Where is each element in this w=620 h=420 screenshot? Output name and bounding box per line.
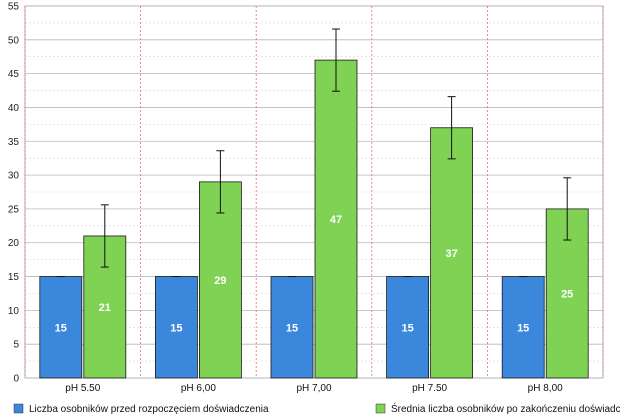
bar-value-label: 15: [286, 322, 298, 334]
y-tick-label: 20: [8, 238, 20, 249]
legend-swatch-before: [13, 403, 24, 414]
y-tick-label: 30: [8, 171, 20, 182]
bar-value-label: 29: [214, 275, 226, 287]
bars: 15 21 15 29 15 47 15 37 15 25: [39, 28, 589, 379]
y-axis: 0 5 10 15 20 25 30 35 40 45 50 55: [8, 2, 20, 385]
bar-before: [270, 276, 314, 379]
y-tick-label: 10: [8, 306, 20, 317]
legend-swatch-after: [375, 403, 386, 414]
y-tick-label: 50: [8, 35, 20, 46]
y-tick-label: 5: [13, 340, 19, 351]
bar-value-label: 47: [330, 214, 342, 226]
x-tick-label: pH 7.50: [412, 383, 447, 394]
bar-value-label: 37: [445, 248, 457, 260]
bar-value-label: 21: [99, 302, 111, 314]
bar-value-label: 15: [517, 322, 529, 334]
bar-value-label: 25: [561, 288, 573, 300]
y-tick-label: 40: [8, 103, 20, 114]
x-tick-label: pH 6,00: [181, 383, 216, 394]
bar-before: [39, 276, 83, 379]
y-tick-label: 15: [8, 272, 20, 283]
bar-value-label: 15: [55, 322, 67, 334]
bar-after: [430, 127, 474, 379]
legend: Liczba osobników przed rozpoczęciem dośw…: [13, 402, 620, 415]
y-tick-label: 25: [8, 204, 20, 215]
legend-label-after: Średnia liczba osobników po zakończeniu …: [391, 402, 620, 415]
y-tick-label: 55: [8, 2, 20, 13]
bar-value-label: 15: [170, 322, 182, 334]
x-tick-label: pH 8,00: [528, 383, 563, 394]
legend-label-before: Liczba osobników przed rozpoczęciem dośw…: [29, 404, 269, 415]
y-tick-label: 35: [8, 137, 20, 148]
x-tick-label: pH 5.50: [65, 383, 100, 394]
bar-value-label: 15: [401, 322, 413, 334]
bar-before: [386, 276, 430, 379]
x-tick-label: pH 7,00: [296, 383, 331, 394]
bar-after: [314, 59, 358, 379]
bar-before: [154, 276, 198, 379]
y-tick-label: 45: [8, 69, 20, 80]
bar-before: [501, 276, 545, 379]
x-axis: pH 5.50 pH 6,00 pH 7,00 pH 7.50 pH 8,00: [65, 383, 563, 394]
y-tick-label: 0: [13, 374, 19, 385]
